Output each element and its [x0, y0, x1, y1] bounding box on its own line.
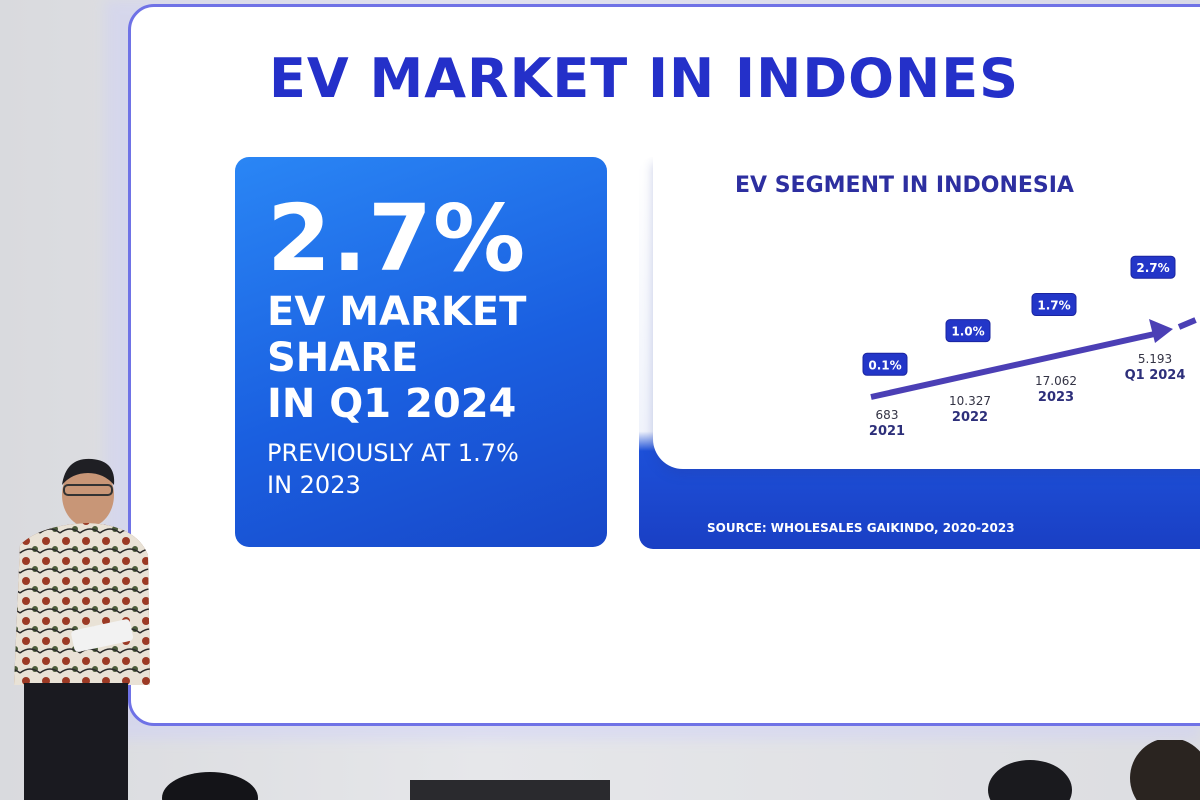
ev-segment-chart: 0.1% 683 2021 1.0% 10.327 2022 1.7% 17.062 2023 2…	[862, 255, 1200, 439]
presentation-screen: EV MARKET IN INDONES 2.7% EV MARKET SHAR…	[128, 4, 1200, 726]
market-share-card: 2.7% EV MARKET SHARE IN Q1 2024 PREVIOUS…	[235, 157, 607, 547]
audience-heads	[162, 740, 1200, 800]
chart-title: EV SEGMENT IN INDONESIA	[735, 173, 1074, 198]
chart-area	[653, 157, 1200, 469]
previous-share-note: PREVIOUSLY AT 1.7% IN 2023	[267, 437, 607, 501]
category-label: 2022	[952, 410, 988, 425]
share-label: 1.7%	[1037, 299, 1070, 313]
share-label: 2.7%	[1136, 261, 1169, 275]
share-badge	[1031, 293, 1077, 317]
trend-arrow-line	[870, 330, 1160, 400]
trend-projection-dashed	[1177, 314, 1200, 330]
ev-segment-chart-panel: EV SEGMENT IN INDONESIA 0.1% 683 2021 1.0% 1…	[639, 157, 1200, 549]
share-label: 1.0%	[951, 325, 984, 339]
market-share-label: EV MARKET SHARE IN Q1 2024	[267, 289, 607, 427]
label-line-3: IN Q1 2024	[267, 381, 517, 427]
label-line-1: EV MARKET	[267, 289, 527, 335]
share-badge	[862, 352, 908, 376]
slide-title: EV MARKET IN INDONES	[269, 47, 1020, 110]
category-label: 2021	[869, 424, 905, 439]
label-line-2: SHARE	[267, 335, 419, 381]
previous-line-2: IN 2023	[267, 471, 361, 499]
unit-value-label: 5.193	[1138, 352, 1172, 366]
share-label: 0.1%	[868, 358, 901, 372]
unit-value-label: 17.062	[1035, 374, 1077, 388]
share-badge	[945, 319, 991, 343]
previous-line-1: PREVIOUSLY AT 1.7%	[267, 439, 519, 467]
share-badge	[1130, 255, 1176, 279]
category-label: 2023	[1038, 390, 1074, 405]
unit-value-label: 10.327	[949, 394, 991, 408]
chart-source: SOURCE: WHOLESALES GAIKINDO, 2020-2023	[707, 521, 1015, 535]
unit-value-label: 683	[876, 408, 899, 422]
market-share-value: 2.7%	[267, 185, 527, 292]
category-label: Q1 2024	[1125, 368, 1186, 383]
presenter-figure	[14, 458, 150, 800]
trend-arrow-head	[1149, 319, 1173, 343]
